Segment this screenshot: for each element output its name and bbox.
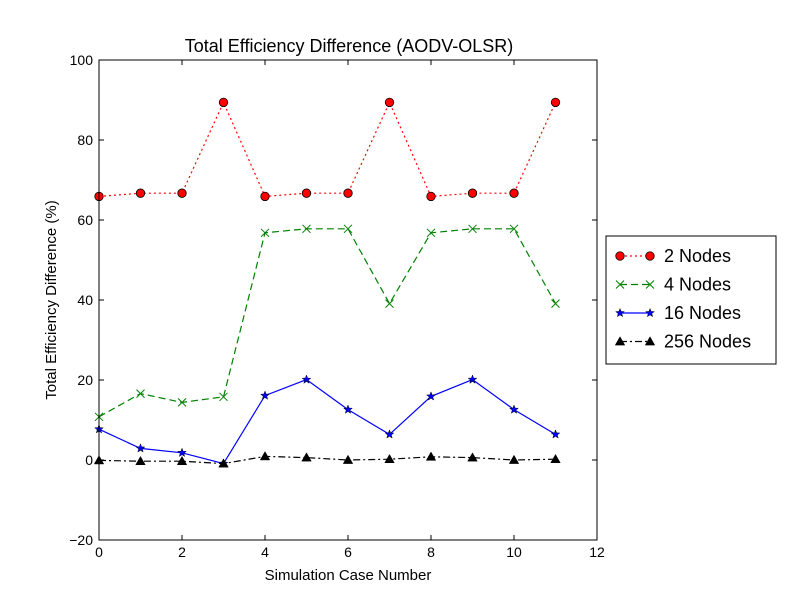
data-point [468,224,477,234]
data-point [509,404,519,414]
data-point [136,389,145,398]
legend-label: 2 Nodes [664,246,731,266]
legend-box [605,235,777,365]
plot-frame [98,59,598,541]
chart-title: Total Efficiency Difference (AODV-OLSR) [185,36,513,56]
y-tick-label: −20 [69,532,93,548]
legend-marker [615,280,625,289]
data-point [509,188,519,198]
data-point [550,453,561,464]
series-line [98,378,556,465]
data-point [467,452,478,462]
x-tick-label: 8 [427,544,435,560]
legend-marker [615,251,625,261]
data-point [302,224,311,234]
data-point [301,452,312,462]
data-point [135,443,146,453]
data-point [259,451,271,461]
data-point [343,188,353,198]
legend: 2 Nodes 4 Nodes 16 Nodes 256 Nodes [605,235,777,365]
x-tick-label: 10 [506,544,522,560]
data-point [260,390,270,400]
legend-marker [645,251,655,261]
data-point [301,374,312,384]
data-point [135,455,146,466]
data-point [219,392,228,402]
data-point [425,451,437,461]
y-tick-label: 100 [70,52,94,68]
data-point [218,458,229,468]
x-tick-label: 6 [344,544,352,560]
data-point [550,97,561,108]
y-tick-label: 80 [77,132,93,148]
legend-entry: 4 Nodes [615,275,731,295]
data-point [426,228,436,238]
data-point [384,453,395,464]
x-tick-label: 0 [95,544,103,560]
data-point [301,188,312,198]
y-tick-label: 40 [77,292,93,308]
data-point [135,188,146,198]
data-point [218,97,229,108]
data-point [343,224,353,234]
series-4-nodes [94,224,560,422]
data-point [343,404,353,414]
data-point [551,299,560,308]
data-point [260,228,270,238]
y-axis-label: Total Efficiency Difference (%) [43,200,60,400]
data-point [342,454,354,464]
legend-marker [645,307,655,318]
data-point [260,191,270,202]
data-point [426,391,436,401]
data-point [467,188,478,198]
legend-entry: 256 Nodes [614,332,751,352]
plot-background [99,60,597,540]
legend-entry: 2 Nodes [615,246,731,266]
data-point [467,374,478,384]
x-tick-label: 4 [261,544,269,560]
y-tick-label: 60 [77,212,93,228]
legend-entry: 16 Nodes [615,303,741,323]
data-point [177,447,187,458]
series-2-nodes [94,97,561,202]
legend-marker [615,307,625,318]
legend-label: 4 Nodes [664,275,731,295]
legend-marker [645,280,655,289]
legend-label: 16 Nodes [664,303,741,323]
y-tick-label: 0 [85,452,93,468]
series-line [98,455,556,465]
legend-label: 256 Nodes [664,332,751,352]
x-tick-label: 2 [178,544,186,560]
data-point [426,191,436,202]
legend-marker [644,336,656,346]
data-point [177,188,187,198]
series-line [98,100,557,198]
data-point [509,224,519,234]
x-axis-label: Simulation Case Number [265,567,432,584]
data-point [176,455,188,466]
y-tick-label: 20 [77,372,93,388]
data-point [385,299,394,308]
data-point [550,429,561,439]
data-point [177,398,187,407]
data-point [384,97,395,108]
legend-marker [614,336,626,346]
x-tick-label: 12 [589,544,605,560]
series-line [98,228,557,418]
data-point [508,454,520,464]
series-256-nodes [93,451,561,468]
data-point [384,429,395,439]
